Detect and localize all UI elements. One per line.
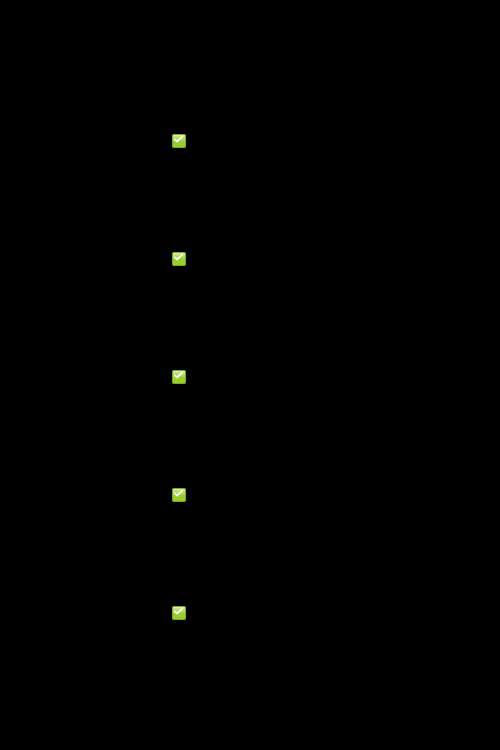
checkbox-list <box>172 134 186 620</box>
checkbox-2[interactable] <box>172 252 186 266</box>
checkbox-4[interactable] <box>172 488 186 502</box>
checkmark-icon <box>174 490 183 497</box>
checkmark-icon <box>174 136 183 143</box>
checkmark-icon <box>174 254 183 261</box>
checkmark-icon <box>174 372 183 379</box>
checkbox-5[interactable] <box>172 606 186 620</box>
checkmark-icon <box>174 608 183 615</box>
checkbox-1[interactable] <box>172 134 186 148</box>
checkbox-3[interactable] <box>172 370 186 384</box>
